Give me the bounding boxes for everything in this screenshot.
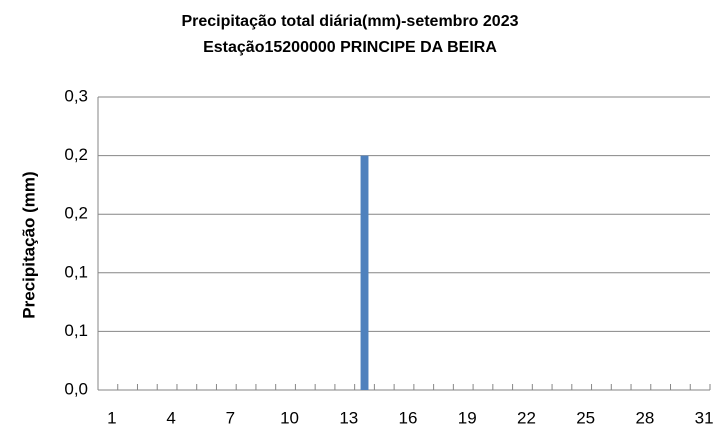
x-tick-label: 19 — [458, 408, 477, 427]
y-axis-title: Precipitação (mm) — [19, 171, 38, 318]
x-tick-label: 31 — [695, 408, 713, 427]
y-tick-label: 0,1 — [64, 321, 88, 340]
x-tick-label: 22 — [517, 408, 536, 427]
chart-subtitle: Estação15200000 PRINCIPE DA BEIRA — [203, 39, 497, 56]
y-tick-label: 0,2 — [64, 145, 88, 164]
y-tick-label: 0,3 — [64, 86, 88, 105]
x-tick-label: 13 — [339, 408, 358, 427]
x-tick-label: 25 — [576, 408, 595, 427]
y-tick-label: 0,0 — [64, 379, 88, 398]
x-tick-label: 10 — [280, 408, 299, 427]
x-tick-label: 7 — [226, 408, 235, 427]
y-tick-label: 0,1 — [64, 262, 88, 281]
x-tick-label: 16 — [399, 408, 418, 427]
y-tick-label: 0,2 — [64, 204, 88, 223]
bar — [360, 155, 369, 390]
x-tick-label: 28 — [635, 408, 654, 427]
x-tick-label: 4 — [166, 408, 175, 427]
x-tick-label: 1 — [107, 408, 116, 427]
chart-title: Precipitação total diária(mm)-setembro 2… — [181, 13, 518, 30]
